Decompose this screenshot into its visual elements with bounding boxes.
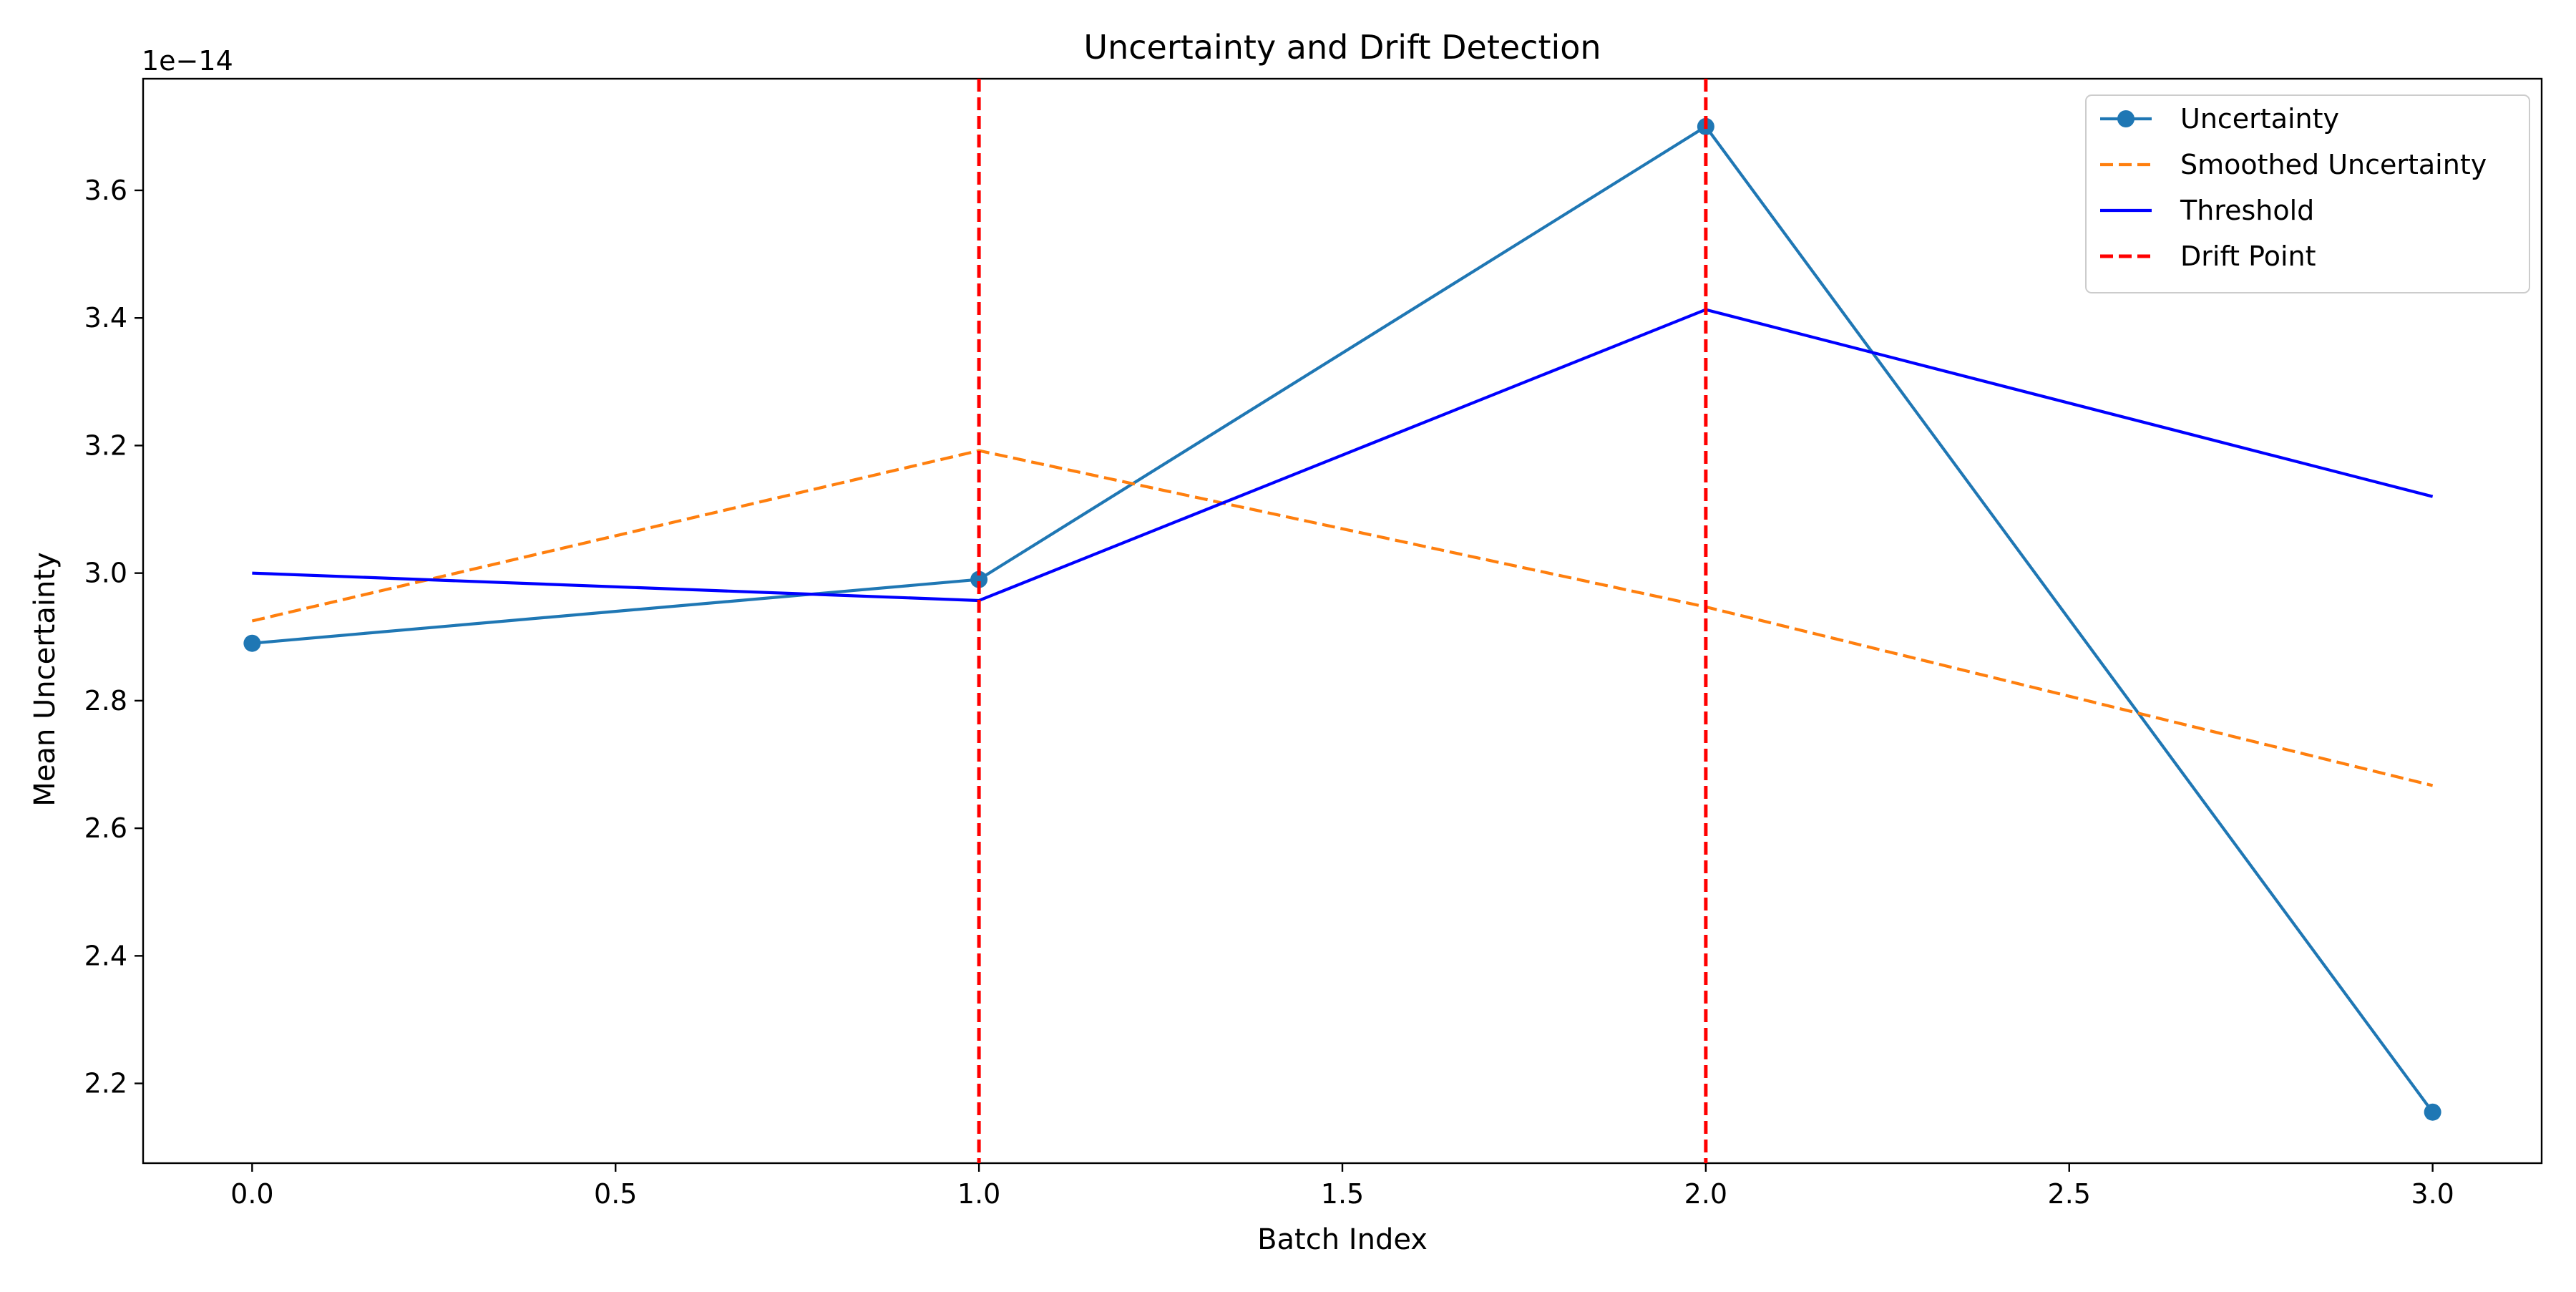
data-point-uncertainty	[970, 570, 988, 588]
y-axis-label: Mean Uncertainty	[29, 552, 62, 806]
y-tick-label: 3.2	[84, 429, 127, 461]
x-tick-label: 0.0	[230, 1178, 273, 1210]
plot-area: 0.0 0.5 1.0 1.5 2.0 2.5 3.0 2.2 2.4 2.6 2.8 3.0 3.2 3…	[84, 77, 2543, 1210]
x-tick-label: 2.0	[1684, 1178, 1727, 1210]
legend-marker-uncertainty	[2117, 110, 2135, 127]
legend-label-drift-point: Drift Point	[2180, 241, 2316, 272]
legend-label-threshold: Threshold	[2180, 195, 2314, 226]
chart-title: Uncertainty and Drift Detection	[1083, 28, 1601, 67]
y-offset-label: 1e−14	[142, 45, 233, 77]
series-line-smoothed-uncertainty	[251, 449, 2434, 787]
x-axis-label: Batch Index	[1257, 1223, 1428, 1256]
x-tick-label: 3.0	[2411, 1178, 2454, 1210]
legend-label-uncertainty: Uncertainty	[2180, 103, 2339, 135]
legend-label-smoothed-uncertainty: Smoothed Uncertainty	[2180, 149, 2487, 180]
y-tick-label: 2.2	[84, 1068, 127, 1099]
y-tick-label: 3.0	[84, 558, 127, 589]
series-line-threshold	[252, 308, 2434, 603]
y-tick-label: 3.4	[84, 302, 127, 334]
data-point-uncertainty	[2424, 1103, 2441, 1121]
x-tick-label: 1.5	[1321, 1178, 1364, 1210]
x-tick-label: 2.5	[2048, 1178, 2091, 1210]
y-tick-label: 2.4	[84, 940, 127, 971]
data-point-uncertainty	[243, 634, 261, 652]
x-tick-label: 0.5	[594, 1178, 637, 1210]
y-tick-label: 3.6	[84, 175, 127, 206]
series-line-uncertainty	[252, 125, 2434, 1113]
y-tick-label: 2.6	[84, 812, 127, 844]
legend-box	[2085, 94, 2530, 293]
x-tick-label: 1.0	[957, 1178, 1000, 1210]
y-tick-label: 2.8	[84, 685, 127, 717]
